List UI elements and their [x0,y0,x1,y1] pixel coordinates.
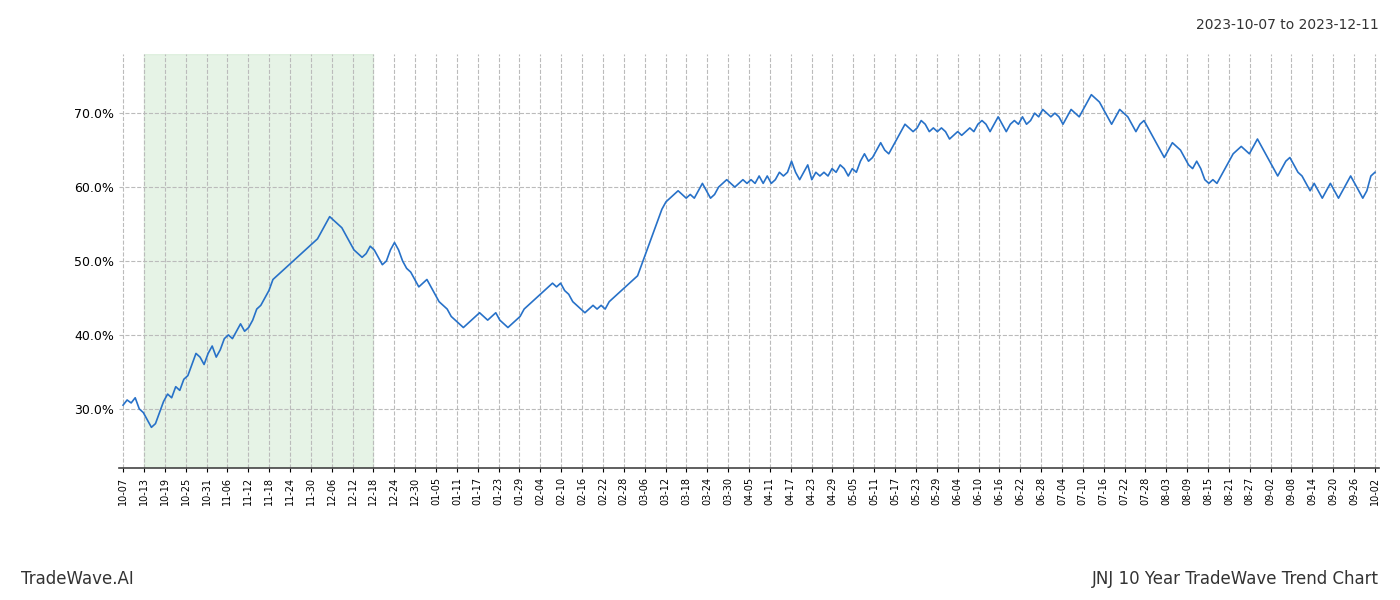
Text: JNJ 10 Year TradeWave Trend Chart: JNJ 10 Year TradeWave Trend Chart [1092,570,1379,588]
Text: TradeWave.AI: TradeWave.AI [21,570,134,588]
Text: 2023-10-07 to 2023-12-11: 2023-10-07 to 2023-12-11 [1196,18,1379,32]
Bar [144,54,374,468]
